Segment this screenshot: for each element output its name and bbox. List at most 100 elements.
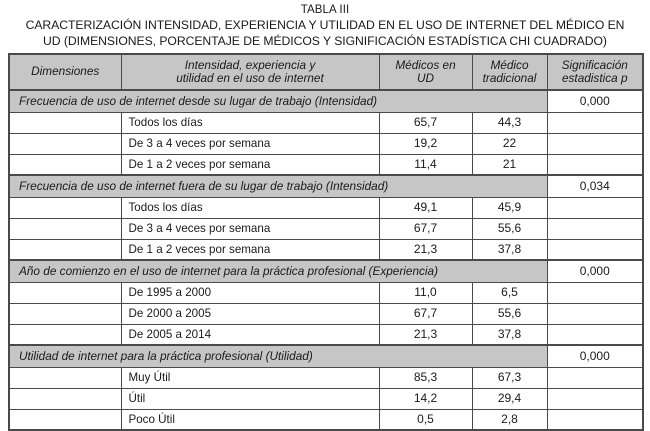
cell-dimension-spacer (8, 323, 122, 346)
characterization-table: Dimensiones Intensidad, experiencia y ut… (8, 53, 644, 431)
cell-item: De 1995 a 2000 (120, 281, 380, 304)
header-item-line-2: utilidad en el uso de internet (176, 71, 324, 85)
cell-item: De 2005 a 2014 (120, 323, 380, 346)
table-group-row: Frecuencia de uso de internet desde su l… (8, 89, 644, 113)
cell-medicos-ud: 65,7 (378, 111, 473, 134)
cell-medico-tradicional: 55,6 (471, 217, 548, 240)
group-significance: 0,000 (546, 89, 644, 113)
cell-significance-spacer (546, 111, 644, 134)
cell-item: De 2000 a 2005 (120, 302, 380, 325)
cell-medicos-ud: 21,3 (378, 323, 473, 346)
table-row: Poco Útil 0,5 2,8 (8, 408, 644, 431)
table-row: De 3 a 4 veces por semana 67,7 55,6 (8, 217, 644, 240)
table-caption-line-2: UD (DIMENSIONES, PORCENTAJE DE MÉDICOS Y… (43, 33, 607, 48)
cell-item: De 3 a 4 veces por semana (120, 132, 380, 155)
title-block: TABLA III CARACTERIZACIÓN INTENSIDAD, EX… (0, 0, 650, 49)
cell-medico-tradicional: 2,8 (471, 408, 548, 431)
cell-dimension-spacer (8, 153, 122, 176)
cell-medico-tradicional: 37,8 (471, 238, 548, 261)
cell-item: Muy Útil (120, 366, 380, 389)
table-row: De 2005 a 2014 21,3 37,8 (8, 323, 644, 346)
table-body: Dimensiones Intensidad, experiencia y ut… (8, 53, 644, 431)
cell-dimension-spacer (8, 281, 122, 304)
cell-significance-spacer (546, 238, 644, 261)
table-row: Todos los días 49,1 45,9 (8, 196, 644, 219)
header-trad-line-2: tradicional (482, 71, 537, 85)
cell-medicos-ud: 11,4 (378, 153, 473, 176)
table-row: Todos los días 65,7 44,3 (8, 111, 644, 134)
header-ud-line-2: UD (416, 71, 435, 85)
table-group-row: Año de comienzo en el uso de internet pa… (8, 259, 644, 283)
cell-significance-spacer (546, 323, 644, 346)
header-trad-line-1: Médico (490, 57, 529, 72)
cell-dimension-spacer (8, 238, 122, 261)
table-group-row: Utilidad de internet para la práctica pr… (8, 344, 644, 368)
cell-medicos-ud: 67,7 (378, 302, 473, 325)
cell-medicos-ud: 49,1 (378, 196, 473, 219)
group-significance: 0,000 (546, 344, 644, 368)
cell-significance-spacer (546, 408, 644, 431)
table-caption: CARACTERIZACIÓN INTENSIDAD, EXPERIENCIA … (0, 18, 650, 49)
cell-medicos-ud: 0,5 (378, 408, 473, 431)
header-significacion: Significación estadistica p (546, 53, 644, 91)
cell-dimension-spacer (8, 366, 122, 389)
cell-dimension-spacer (8, 302, 122, 325)
cell-medicos-ud: 67,7 (378, 217, 473, 240)
group-label: Frecuencia de uso de internet fuera de s… (8, 174, 548, 198)
cell-dimension-spacer (8, 132, 122, 155)
cell-medico-tradicional: 29,4 (471, 387, 548, 410)
cell-medico-tradicional: 45,9 (471, 196, 548, 219)
cell-medico-tradicional: 44,3 (471, 111, 548, 134)
header-ud-line-1: Médicos en (395, 57, 456, 72)
cell-medico-tradicional: 21 (471, 153, 548, 176)
cell-significance-spacer (546, 132, 644, 155)
cell-medico-tradicional: 6,5 (471, 281, 548, 304)
cell-significance-spacer (546, 153, 644, 176)
table-row: Muy Útil 85,3 67,3 (8, 366, 644, 389)
cell-dimension-spacer (8, 387, 122, 410)
table-row: De 3 a 4 veces por semana 19,2 22 (8, 132, 644, 155)
header-medicos-ud: Médicos en UD (378, 53, 473, 91)
header-dimensions: Dimensiones (8, 53, 122, 91)
table-number: TABLA III (300, 4, 350, 16)
table-caption-line-1: CARACTERIZACIÓN INTENSIDAD, EXPERIENCIA … (25, 18, 625, 32)
cell-significance-spacer (546, 281, 644, 304)
cell-significance-spacer (546, 387, 644, 410)
cell-medicos-ud: 14,2 (378, 387, 473, 410)
group-significance: 0,034 (546, 174, 644, 198)
cell-item: Poco Útil (120, 408, 380, 431)
cell-medicos-ud: 19,2 (378, 132, 473, 155)
cell-significance-spacer (546, 366, 644, 389)
table-row: Útil 14,2 29,4 (8, 387, 644, 410)
cell-item: Útil (120, 387, 380, 410)
header-item: Intensidad, experiencia y utilidad en el… (120, 53, 380, 91)
cell-dimension-spacer (8, 217, 122, 240)
table-header-row: Dimensiones Intensidad, experiencia y ut… (8, 53, 644, 91)
header-sig-line-1: Significación (561, 57, 628, 72)
table-row: De 1995 a 2000 11,0 6,5 (8, 281, 644, 304)
cell-medico-tradicional: 22 (471, 132, 548, 155)
group-significance: 0,000 (546, 259, 644, 283)
cell-dimension-spacer (8, 408, 122, 431)
cell-item: De 1 a 2 veces por semana (120, 153, 380, 176)
table-row: De 1 a 2 veces por semana 11,4 21 (8, 153, 644, 176)
cell-significance-spacer (546, 217, 644, 240)
header-sig-line-2: estadistica p (561, 71, 628, 85)
cell-significance-spacer (546, 196, 644, 219)
cell-medicos-ud: 85,3 (378, 366, 473, 389)
cell-item: De 3 a 4 veces por semana (120, 217, 380, 240)
table-group-row: Frecuencia de uso de internet fuera de s… (8, 174, 644, 198)
group-label: Año de comienzo en el uso de internet pa… (8, 259, 548, 283)
cell-item: Todos los días (120, 111, 380, 134)
header-item-line-1: Intensidad, experiencia y (184, 57, 316, 72)
cell-medico-tradicional: 37,8 (471, 323, 548, 346)
group-label: Frecuencia de uso de internet desde su l… (8, 89, 548, 113)
cell-item: De 1 a 2 veces por semana (120, 238, 380, 261)
cell-item: Todos los días (120, 196, 380, 219)
cell-medicos-ud: 11,0 (378, 281, 473, 304)
cell-medicos-ud: 21,3 (378, 238, 473, 261)
cell-dimension-spacer (8, 196, 122, 219)
table-container: Dimensiones Intensidad, experiencia y ut… (8, 53, 644, 431)
cell-medico-tradicional: 55,6 (471, 302, 548, 325)
